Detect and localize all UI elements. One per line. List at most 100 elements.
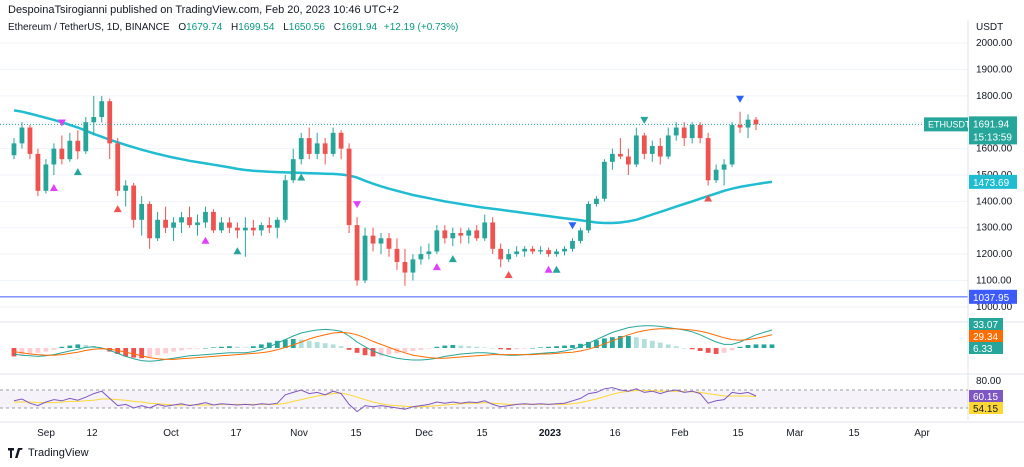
macd-histogram-bar <box>641 339 647 348</box>
low-label: L <box>283 22 289 33</box>
macd-value: 33.07 <box>973 320 998 331</box>
macd-histogram-bar <box>769 344 775 348</box>
footer-brand[interactable]: TradingView <box>8 447 89 459</box>
time-tick-label: Apr <box>914 428 930 439</box>
buy-signal-marker <box>552 265 561 273</box>
candle-body <box>211 211 216 231</box>
candle-body <box>514 251 520 255</box>
candle-body <box>83 122 89 152</box>
candle-body <box>418 254 424 260</box>
candle-body <box>290 159 296 181</box>
macd-histogram-bar <box>250 346 256 348</box>
candle-body <box>19 127 25 144</box>
macd-histogram-bar <box>649 340 655 348</box>
macd-histogram-bar <box>290 339 296 348</box>
macd-histogram-bar <box>665 344 671 348</box>
candle-body <box>602 161 607 199</box>
candle-body <box>586 204 591 231</box>
macd-histogram-bar <box>482 347 488 348</box>
buy-signal-marker <box>233 247 242 255</box>
candle-body <box>594 198 599 204</box>
macd-histogram-bar <box>681 348 687 349</box>
macd-histogram-bar <box>745 345 751 348</box>
candle-body <box>242 227 248 231</box>
macd-histogram-bar <box>546 346 551 348</box>
macd-histogram-bar <box>235 346 240 348</box>
moving-average <box>0 109 968 298</box>
macd-histogram-bar <box>107 348 113 352</box>
rsi-ma-line <box>14 390 757 408</box>
macd-histogram-bar <box>522 348 528 349</box>
macd-histogram-bar <box>203 348 208 349</box>
candle-body <box>131 185 137 220</box>
candle-body <box>195 222 200 226</box>
time-tick-label: 2023 <box>539 428 562 439</box>
macd-histogram-bar <box>410 348 416 351</box>
macd-histogram-bar <box>274 340 280 348</box>
candle-body <box>322 143 328 154</box>
macd-histogram-bar <box>338 346 344 348</box>
time-tick-label: 15 <box>476 428 488 439</box>
macd-histogram-bar <box>474 346 480 348</box>
macd-histogram-bar <box>187 348 192 350</box>
time-tick-label: Dec <box>415 428 433 439</box>
rsi-tick-label: 80.00 <box>976 376 1001 387</box>
macd-histogram-bar <box>51 348 57 350</box>
candle-body <box>338 132 344 149</box>
macd-histogram-bar <box>761 344 767 348</box>
last-price-box <box>969 116 1017 145</box>
macd-histogram-bar <box>370 348 376 357</box>
macd-histogram-bar <box>83 345 89 348</box>
macd-histogram-bar <box>227 346 232 348</box>
rsi-band <box>0 390 968 408</box>
macd-histogram-bar <box>139 348 145 359</box>
candle-body <box>91 117 97 123</box>
price-chart[interactable]: 2000.001900.001800.001700.001600.001500.… <box>0 0 1024 440</box>
sell-signal-marker <box>568 222 577 230</box>
candle-body <box>35 153 41 191</box>
candle-body <box>123 185 129 191</box>
low-value: 1650.56 <box>288 22 325 33</box>
macd-line <box>13 325 773 362</box>
time-tick-label: 17 <box>230 428 242 439</box>
buy-signal-marker <box>113 205 122 213</box>
candle-body <box>43 164 49 191</box>
macd-histogram-bar <box>282 339 288 348</box>
macd-histogram-bar <box>737 346 743 348</box>
macd-histogram-bar <box>330 344 336 348</box>
macd-histogram-bar <box>11 348 17 357</box>
candle-body <box>370 235 376 244</box>
candle-body <box>641 135 647 154</box>
candle-body <box>11 143 17 156</box>
macd-histogram-bar <box>346 348 352 350</box>
close-label: C <box>333 22 341 33</box>
grid <box>0 42 968 308</box>
candle-body <box>705 138 711 181</box>
candle-body <box>274 219 280 228</box>
candle-body <box>394 248 400 262</box>
candle-body <box>298 138 304 160</box>
candle-body <box>139 204 145 220</box>
candle-body <box>673 127 679 136</box>
close-value: 1691.94 <box>340 22 378 33</box>
time-tick-label: Feb <box>671 428 689 439</box>
macd-histogram-bar <box>386 348 392 355</box>
macd-histogram-bar <box>594 340 599 348</box>
rsi-value: 60.15 <box>973 392 998 403</box>
candle-body <box>99 101 105 117</box>
macd-histogram-bar <box>633 337 639 348</box>
macd-value: 6.33 <box>973 344 993 355</box>
macd-histogram-bar <box>298 339 304 348</box>
macd-histogram-bar <box>466 346 472 348</box>
price-tick-label: 1000.00 <box>976 302 1013 313</box>
time-axis: Sep 12 Oct 17 Nov 15 Dec 15 2023 16 Feb 15 Mar 15 Apr <box>0 421 1024 439</box>
macd-histogram-bar <box>578 343 583 348</box>
candle-body <box>665 135 671 157</box>
open-label: O <box>178 22 187 33</box>
price-tick-label: 2000.00 <box>976 38 1013 49</box>
level-value-box <box>969 289 1017 304</box>
sell-signal-marker <box>353 201 362 209</box>
macd-histogram-bar <box>538 347 543 348</box>
buy-signal-marker <box>201 236 210 244</box>
candle-body <box>482 222 488 239</box>
